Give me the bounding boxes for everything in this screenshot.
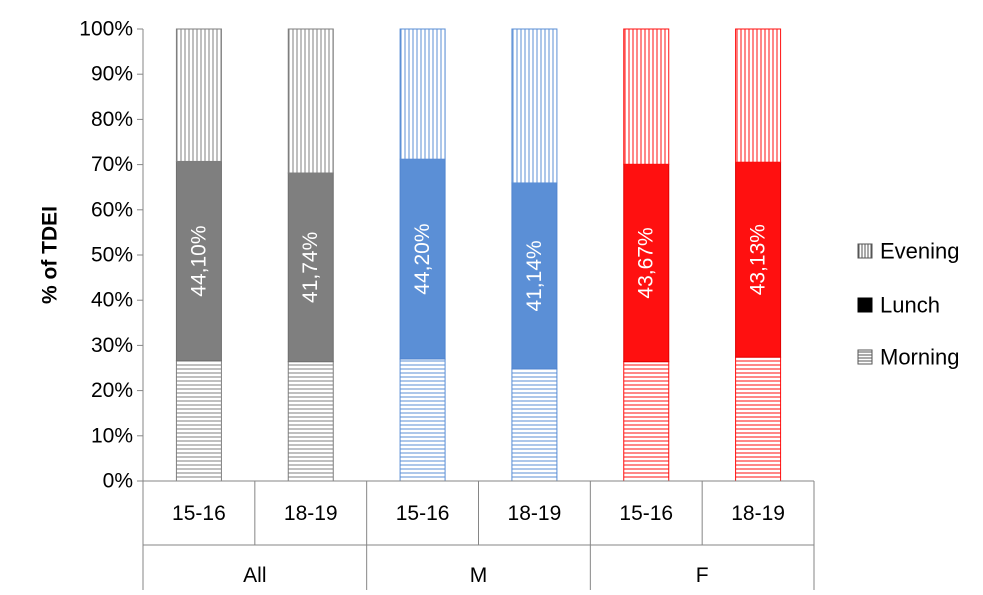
bar-segment-evening xyxy=(623,28,670,165)
x-category-label: 15-16 xyxy=(172,502,226,525)
bar-segment-lunch xyxy=(623,163,670,363)
bar-segment-evening xyxy=(399,28,446,160)
y-tick-label: 80% xyxy=(91,108,133,131)
bar-segment-evening xyxy=(735,28,782,163)
legend: Evening Lunch Morning xyxy=(857,239,960,370)
legend-swatch-evening xyxy=(857,243,873,259)
data-label: 43,13% xyxy=(747,224,770,295)
y-tick-label: 50% xyxy=(91,244,133,267)
y-tick-label: 40% xyxy=(91,289,133,312)
bar-segment-evening xyxy=(511,28,558,184)
bar-segment-evening xyxy=(287,28,334,174)
x-group-label: F xyxy=(696,564,709,587)
x-group-label: All xyxy=(243,564,266,587)
y-tick-label: 70% xyxy=(91,153,133,176)
x-category-label: 15-16 xyxy=(396,502,450,525)
bar-segment-lunch xyxy=(287,172,334,363)
bar-segment-morning xyxy=(735,356,782,482)
y-tick-label: 60% xyxy=(91,198,133,221)
bar-segment-lunch xyxy=(511,182,558,370)
bar-segment-morning xyxy=(399,358,446,482)
bar-segment-evening xyxy=(175,28,222,162)
axes-layer xyxy=(137,28,815,590)
legend-label-evening: Evening xyxy=(880,239,960,264)
data-label: 41,74% xyxy=(299,232,322,303)
x-category-label: 15-16 xyxy=(619,502,673,525)
y-tick-label: 90% xyxy=(91,63,133,86)
legend-label-lunch: Lunch xyxy=(880,293,940,318)
bar-segment-lunch xyxy=(175,160,222,362)
data-label: 43,67% xyxy=(635,227,658,298)
bar-segment-morning xyxy=(623,361,670,482)
data-label: 41,14% xyxy=(523,240,546,311)
bar-segment-morning xyxy=(287,361,334,482)
bar-segment-morning xyxy=(511,368,558,482)
data-label: 44,20% xyxy=(411,223,434,294)
y-tick-label: 30% xyxy=(91,334,133,357)
y-tick-label: 20% xyxy=(91,379,133,402)
legend-swatch-lunch xyxy=(857,297,873,313)
y-tick-label: 0% xyxy=(103,470,133,493)
x-group-label: M xyxy=(470,564,488,587)
legend-swatch-morning xyxy=(857,349,873,365)
legend-label-morning: Morning xyxy=(880,345,959,370)
bars-layer xyxy=(175,28,782,482)
labels-layer: 44,10% 41,74% 44,20% 41,14% 43,67% 43,13% 0% 10… xyxy=(39,18,785,588)
y-tick-label: 100% xyxy=(79,18,133,41)
y-tick-label: 10% xyxy=(91,424,133,447)
x-category-label: 18-19 xyxy=(284,502,338,525)
x-category-label: 18-19 xyxy=(731,502,785,525)
x-category-label: 18-19 xyxy=(508,502,562,525)
y-axis-title: % of TDEI xyxy=(39,206,62,304)
bar-segment-morning xyxy=(175,360,222,482)
bar-segment-lunch xyxy=(735,161,782,358)
data-label: 44,10% xyxy=(187,225,210,296)
